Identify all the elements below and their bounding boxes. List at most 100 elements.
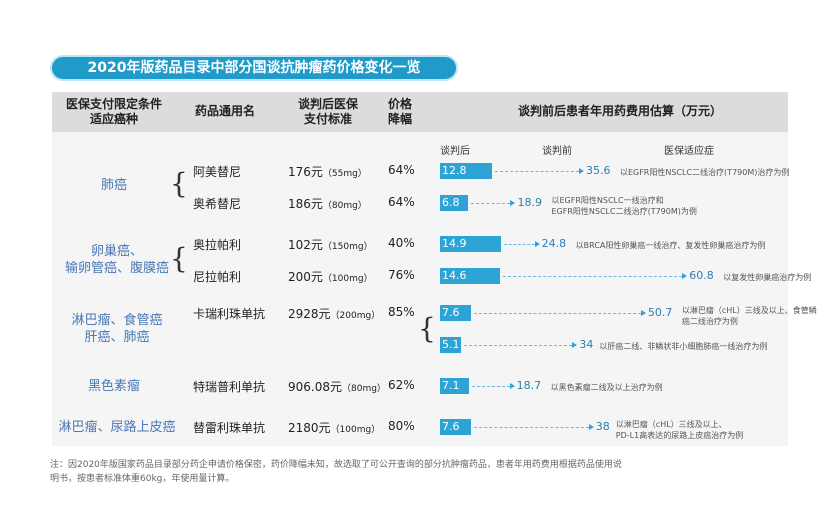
indication-note: 以EGFR阳性NSCLC一线治疗和 EGFR阳性NSCLC二线治疗(T790M)为… — [551, 195, 696, 217]
arrow-icon — [509, 383, 515, 389]
brace-lung: { — [170, 167, 188, 200]
price-drop: 80% — [388, 419, 415, 433]
drug-name: 卡瑞利珠单抗 — [193, 307, 266, 321]
condition-lymphoma-line1: 淋巴瘤、食管癌 — [71, 313, 163, 328]
header-cost: 谈判前后患者年用药费用估算（万元） — [517, 104, 722, 118]
indication-note: 以黑色素瘤二线及以上治疗为例 — [551, 382, 663, 393]
drug-name: 尼拉帕利 — [193, 270, 242, 284]
cost-before-value: 34 — [579, 338, 594, 351]
price-drop: 85% — [388, 305, 415, 319]
price-value: 906.08元 — [288, 380, 342, 394]
footnote-line1: 注：因2020年版国家药品目录部分药企申请价格保密，药价降幅未知，故选取了可公开… — [50, 460, 622, 470]
indication-note-line: 以黑色素瘤二线及以上治疗为例 — [550, 383, 663, 392]
price-drop: 62% — [388, 378, 415, 392]
cost-after-bar: 14.6 — [440, 268, 500, 284]
arrow-icon — [640, 310, 646, 316]
header-price-line1: 谈判后医保 — [297, 97, 358, 111]
price-spec: （80mg） — [322, 201, 367, 211]
footnote-line2: 明书，按患者标准体重60kg，年使用量计算。 — [50, 474, 235, 484]
arrow-icon — [572, 342, 578, 348]
cost-dashed-line — [474, 313, 641, 314]
cost-before-value: 35.6 — [585, 164, 611, 177]
drug-price: 102元（150mg） — [288, 236, 373, 253]
header-condition-line1: 医保支付限定条件 — [65, 97, 162, 111]
arrow-icon — [510, 200, 516, 206]
drug-price: 2180元（100mg） — [288, 419, 380, 436]
price-spec: （55mg） — [322, 169, 367, 179]
brace-ovarian: { — [170, 242, 188, 275]
indication-note-line: 以肝癌二线、非鳞状非小细胞肺癌一线治疗为例 — [599, 342, 768, 351]
drug-price: 186元（80mg） — [288, 195, 367, 212]
indication-note-line: 以淋巴瘤（cHL）三线及以上、食管鳞 — [681, 306, 817, 315]
table-header — [52, 92, 788, 132]
price-value: 102元 — [288, 238, 323, 252]
drug-name: 阿美替尼 — [193, 165, 242, 179]
price-drop: 76% — [388, 268, 415, 282]
cost-after-bar: 14.9 — [440, 236, 502, 252]
indication-note: 以复发性卵巢癌治疗为例 — [723, 272, 811, 283]
condition-lung: 肺癌 — [100, 178, 127, 193]
footnote: 注：因2020年版国家药品目录部分药企申请价格保密，药价降幅未知，故选取了可公开… — [50, 458, 790, 486]
drug-price: 176元（55mg） — [288, 163, 367, 180]
header-price: 谈判后医保 支付标准 — [283, 97, 373, 127]
drug-name: 奥希替尼 — [193, 197, 242, 211]
price-value: 2180元 — [288, 421, 331, 435]
header-drop: 价格 降幅 — [380, 97, 420, 127]
header-price-line2: 支付标准 — [303, 112, 352, 126]
arrow-icon — [682, 273, 688, 279]
drug-name: 奥拉帕利 — [193, 238, 242, 252]
cost-dashed-line — [470, 203, 511, 204]
cost-dashed-line — [474, 427, 589, 428]
cost-after-bar: 7.1 — [440, 378, 470, 394]
indication-note: 以BRCA阳性卵巢癌一线治疗、复发性卵巢癌治疗为例 — [576, 240, 766, 251]
indication-note-line: 癌二线治疗为例 — [681, 317, 738, 326]
price-spec: （150mg） — [322, 242, 373, 252]
arrow-icon — [534, 241, 540, 247]
cost-before-value: 18.9 — [517, 196, 542, 209]
drug-price: 2928元（200mg） — [288, 305, 380, 322]
indication-note-line: PD-L1高表达的尿路上皮癌治疗为例 — [615, 431, 744, 440]
cost-after-bar: 12.8 — [440, 163, 493, 179]
indication-note-line: 以淋巴瘤（cHL）三线及以上、 — [615, 420, 727, 429]
price-value: 176元 — [288, 165, 323, 179]
drug-price: 200元（100mg） — [288, 268, 373, 285]
price-spec: （200mg） — [330, 311, 381, 321]
cost-after-bar: 5.1 — [440, 337, 461, 353]
condition-urothelial: 淋巴瘤、尿路上皮癌 — [58, 420, 176, 435]
price-spec: （80mg） — [342, 384, 386, 394]
indication-note-line: 以BRCA阳性卵巢癌一线治疗、复发性卵巢癌治疗为例 — [575, 241, 766, 250]
price-value: 186元 — [288, 197, 323, 211]
cost-before-value: 38 — [595, 420, 610, 433]
price-drop: 64% — [388, 163, 415, 177]
condition-ovarian-line2: 输卵管癌、腹膜癌 — [64, 261, 169, 276]
cost-dashed-line — [502, 276, 683, 277]
table-body — [52, 132, 788, 446]
indication-note-line: EGFR阳性NSCLC二线治疗(T790M)为例 — [551, 207, 697, 216]
condition-lymphoma-line2: 肝癌、肺癌 — [84, 330, 150, 345]
arrow-icon — [588, 424, 594, 430]
drug-price: 906.08元（80mg） — [288, 378, 386, 395]
header-condition: 医保支付限定条件 适应癌种 — [58, 97, 170, 127]
condition-ovarian-line1: 卵巢癌、 — [90, 244, 143, 259]
cost-dashed-line — [504, 244, 535, 245]
cost-before-value: 18.7 — [516, 379, 542, 392]
price-value: 2928元 — [288, 307, 331, 321]
indication-note: 以肝癌二线、非鳞状非小细胞肺癌一线治疗为例 — [599, 341, 767, 352]
subheader-after: 谈判后 — [440, 146, 470, 157]
page-title: 2020年版药品目录中部分国谈抗肿瘤药价格变化一览 — [50, 55, 458, 81]
indication-note: 以淋巴瘤（cHL）三线及以上、食管鳞 癌二线治疗为例 — [682, 305, 817, 327]
price-spec: （100mg） — [330, 425, 381, 435]
arrow-icon — [578, 168, 584, 174]
cost-after-bar: 7.6 — [440, 305, 472, 321]
condition-melanoma: 黑色素瘤 — [87, 379, 140, 394]
cost-after-bar: 7.6 — [440, 419, 472, 435]
indication-note-line: 以EGFR阳性NSCLC二线治疗(T790M)治疗为例 — [619, 168, 790, 177]
indication-note: 以淋巴瘤（cHL）三线及以上、 PD-L1高表达的尿路上皮癌治疗为例 — [616, 419, 743, 441]
indication-note: 以EGFR阳性NSCLC二线治疗(T790M)治疗为例 — [620, 167, 789, 178]
indication-note-line: 以EGFR阳性NSCLC一线治疗和 — [551, 196, 664, 205]
price-value: 200元 — [288, 270, 323, 284]
cost-before-value: 50.7 — [647, 306, 673, 319]
cost-before-value: 24.8 — [541, 237, 567, 250]
cost-before-value: 60.8 — [689, 269, 714, 282]
header-condition-line2: 适应癌种 — [89, 112, 138, 126]
